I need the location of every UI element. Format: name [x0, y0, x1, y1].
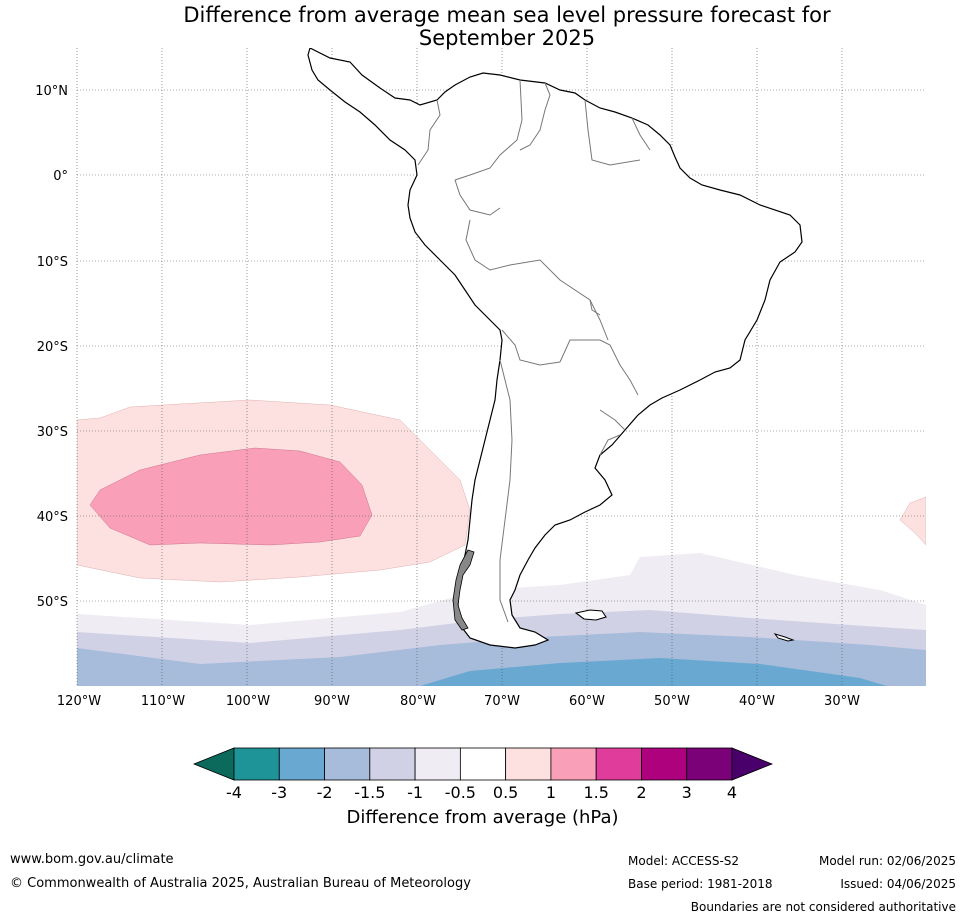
lat-label-20s: 20°S — [37, 340, 68, 355]
lat-label-40s: 40°S — [37, 510, 68, 525]
colorbar-tick-label: 2 — [636, 783, 646, 802]
lon-label-110w: 110°W — [141, 694, 185, 709]
country-borders — [417, 79, 651, 623]
colorbar-tick-label: -4 — [226, 783, 242, 802]
lon-label-30w: 30°W — [824, 694, 860, 709]
chile-fjords — [452, 549, 475, 631]
colorbar-tick-label: 3 — [682, 783, 692, 802]
colorbar-label: Difference from average (hPa) — [346, 807, 619, 828]
anomaly-band-0.5-to-1-east — [899, 496, 926, 546]
lat-label-0: 0° — [53, 169, 68, 184]
colorbar-swatch — [414, 747, 461, 781]
footer-model-run: Model run: 02/06/2025 — [818, 854, 956, 868]
footer-copyright: © Commonwealth of Australia 2025, Austra… — [10, 876, 471, 891]
title-line-2: September 2025 — [418, 26, 596, 50]
colorbar-tick-label: 1 — [546, 783, 556, 802]
lon-label-50w: 50°W — [654, 694, 690, 709]
longitude-labels: 120°W 110°W 100°W 90°W 80°W 70°W 60°W 50… — [57, 694, 860, 709]
colorbar-tick-label: -2 — [317, 783, 333, 802]
colorbar-under-arrow — [192, 747, 235, 781]
colorbar-tick-label: -1 — [407, 783, 423, 802]
colorbar-swatch — [233, 747, 280, 781]
colorbar-swatch — [369, 747, 416, 781]
footer-model: Model: ACCESS-S2 — [628, 854, 740, 868]
footer-issued: Issued: 04/06/2025 — [840, 877, 956, 891]
anomaly-band-1-to-1.5 — [89, 447, 373, 546]
footer-base-period: Base period: 1981-2018 — [628, 877, 773, 891]
colorbar-tick-label: 0.5 — [493, 783, 518, 802]
lat-label-50s: 50°S — [37, 595, 68, 610]
colorbar-tick-label: 4 — [727, 783, 737, 802]
colorbar-tick-label: 1.5 — [583, 783, 608, 802]
colorbar-swatch — [550, 747, 597, 781]
colorbar-tick-label: -1.5 — [354, 783, 385, 802]
colorbar-swatch — [324, 747, 371, 781]
colorbar-tick-label: -3 — [271, 783, 287, 802]
footer-url[interactable]: www.bom.gov.au/climate — [10, 852, 174, 867]
pressure-anomaly-field — [77, 399, 926, 686]
lon-label-70w: 70°W — [484, 694, 520, 709]
latitude-labels: 10°N 0° 10°S 20°S 30°S 40°S 50°S — [35, 84, 68, 610]
colorbar-swatch — [278, 747, 325, 781]
lon-label-80w: 80°W — [400, 694, 436, 709]
colorbar-tick-label: -0.5 — [445, 783, 476, 802]
south-america-landmass — [307, 48, 803, 649]
colorbar-ticks: -4 -3 -2 -1.5 -1 -0.5 0.5 1 1.5 2 3 4 — [226, 783, 737, 802]
south-georgia — [773, 633, 795, 642]
lat-label-10n: 10°N — [35, 84, 68, 99]
lat-label-30s: 30°S — [37, 425, 68, 440]
lon-label-90w: 90°W — [314, 694, 350, 709]
colorbar-swatch — [686, 747, 733, 781]
coastlines — [307, 48, 803, 649]
colorbar-swatch — [595, 747, 642, 781]
falkland-islands — [574, 609, 607, 621]
colorbar-swatch — [459, 747, 507, 781]
anomaly-band-minus-2-to-minus-3 — [420, 658, 887, 686]
lon-label-40w: 40°W — [739, 694, 775, 709]
colorbar-swatch — [505, 747, 552, 781]
footer-disclaimer: Boundaries are not considered authoritat… — [690, 900, 956, 914]
lon-label-100w: 100°W — [226, 694, 270, 709]
title-line-1: Difference from average mean sea level p… — [183, 3, 831, 27]
lat-label-10s: 10°S — [37, 255, 68, 270]
colorbar — [192, 747, 774, 781]
lon-label-120w: 120°W — [57, 694, 101, 709]
colorbar-over-arrow — [731, 747, 774, 781]
map-title: Difference from average mean sea level p… — [0, 4, 965, 50]
colorbar-swatch — [641, 747, 688, 781]
lon-label-60w: 60°W — [569, 694, 605, 709]
